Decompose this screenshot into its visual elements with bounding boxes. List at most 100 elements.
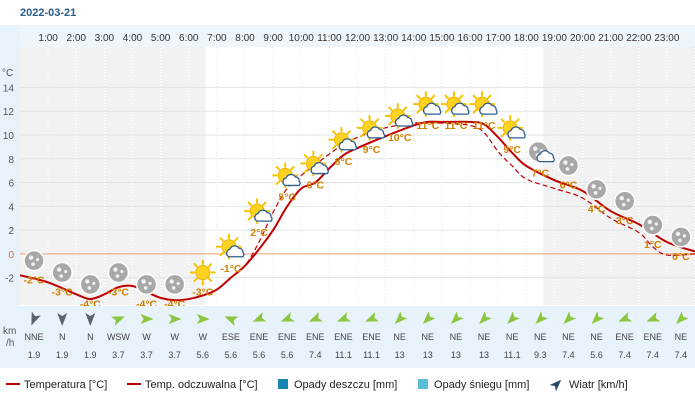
moon-crater [591,184,596,189]
hour-label-14:00: 14:00 [401,33,426,44]
moon-crater [115,274,120,278]
sun-cloud-icon [356,114,386,141]
moon-icon [585,178,608,201]
hour-label-2:00: 2:00 [67,33,87,44]
wind-arrow-shape [563,311,577,324]
wind-speed: 1.9 [84,350,97,360]
wind-speed: 11.1 [363,350,380,360]
moon-crater [92,281,96,286]
temperature-label: -3°C [108,287,130,299]
moon-disc [79,273,102,296]
wind-direction: W [142,332,151,342]
moon-crater [64,269,68,274]
hour-label-12:00: 12:00 [345,33,370,44]
wind-arrow-icon [535,311,549,324]
y-tick--2: -2 [5,274,14,285]
hour-label-4:00: 4:00 [123,33,143,44]
sun-ray [233,237,239,242]
hour-label-18:00: 18:00 [514,33,539,44]
wind-arrow-icon [308,312,323,322]
wind-arrow-shape [280,312,295,322]
legend-swatch-box [278,379,288,389]
sun-ray [262,201,267,207]
wind-arrow-icon [394,311,408,324]
sun-ray [207,277,213,283]
cloud-shape [479,102,498,115]
hour-labels: 1:00 2:00 3:00 4:00 5:00 6:00 7:00 8:00 9:00 10:0… [38,33,679,44]
sun-cloud-icon [215,233,245,260]
sun-ray [388,120,393,126]
y-tick-14: 14 [3,83,15,94]
moon-crater [143,286,148,290]
wind-speed: 3.7 [168,350,181,360]
temperature-label: 1°C [644,239,662,251]
night-band-1 [543,47,695,305]
wind-arrow-icon [365,312,380,322]
wind-arrow-shape [646,312,661,322]
wind-speed: 5.6 [281,350,294,360]
temperature-label: 5°C [278,191,296,203]
wind-arrow-shape [196,314,210,324]
temperature-label: 2°C [250,227,268,239]
y-tick-labels: 14 12 10 8 6 4 2 0 -2 [3,83,15,284]
wind-direction: W [199,332,208,342]
wind-direction: ESE [222,332,240,342]
wind-arrow-icon [31,311,41,326]
y-tick-6: 6 [8,179,14,190]
temperature-label: 7°C [532,168,550,180]
wind-arrow-icon [336,312,351,322]
cloud-shape [366,126,386,139]
moon-crater [570,162,574,167]
sun-ray [388,106,393,111]
wind-arrow-icon [422,311,436,324]
y-tick-8: 8 [8,155,14,166]
sun-ray [331,144,337,150]
sun-ray [275,165,281,171]
wind-direction: WSW [107,332,130,342]
sun-ray [193,277,198,283]
temperature-label: 10°C [388,132,412,144]
legend-item-4: Wiatr [km/h] [549,379,628,392]
temperature-label: -3°C [192,287,214,299]
moon-crater [113,267,118,272]
night-shading [20,47,695,305]
wind-arrow-icon [110,316,125,326]
sun-ray [247,201,253,207]
wind-arrow-shape [110,316,125,326]
moon-crater [85,279,90,284]
wind-direction: ENE [250,332,269,342]
moon-disc [670,226,692,248]
wind-arrow-icon [57,313,68,326]
cloud-shape [226,245,245,258]
sun-cloud-icon [300,150,329,177]
wind-speed: 13 [479,350,489,360]
moon-crater [120,269,124,274]
y-axis-band [0,25,20,368]
wind-arrow-icon [591,311,605,324]
wind-speed: 13 [395,350,405,360]
wind-direction: ENE [306,332,325,342]
moon-disc [135,273,158,296]
sun-ray [487,94,492,100]
wind-arrow-shape [507,311,520,324]
sun-ray [472,94,478,100]
legend-label: Wiatr [km/h] [569,379,628,391]
temperature-label: 9°C [503,144,521,156]
wind-arrow-icon [618,312,633,322]
forecast-date: 2022-03-21 [20,7,76,19]
wind-speed: 13 [423,350,433,360]
moon-crater [28,255,34,260]
hour-label-13:00: 13:00 [373,33,398,44]
wind-direction: NE [478,332,491,342]
moon-crater [626,198,630,202]
wind-arrow-shape [394,311,408,324]
moon-disc [613,190,636,212]
moon-crater [619,196,624,201]
hour-label-22:00: 22:00 [626,33,651,44]
cloud-shape [422,102,442,115]
hour-label-7:00: 7:00 [207,33,227,44]
wind-arrow-shape [365,312,380,322]
legend-label: Temperatura [°C] [24,379,107,391]
hour-label-9:00: 9:00 [263,33,283,44]
